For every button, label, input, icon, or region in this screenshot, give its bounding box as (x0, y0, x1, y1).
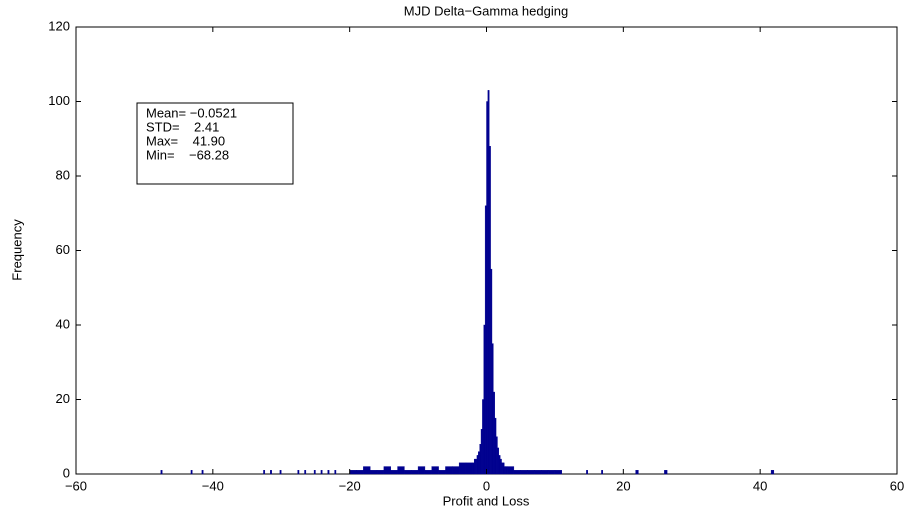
bar (664, 470, 668, 475)
x-tick-label: 40 (753, 478, 767, 493)
bar (541, 470, 549, 475)
bar (438, 470, 446, 475)
bar (472, 462, 475, 475)
bar (297, 470, 300, 475)
bar (263, 470, 266, 475)
bar (279, 470, 282, 475)
bar (513, 470, 521, 475)
x-axis-label: Profit and Loss (443, 493, 530, 508)
x-tick-label: −20 (339, 478, 361, 493)
y-tick-label: 0 (63, 465, 70, 480)
stats-line: STD= 2.41 (146, 119, 219, 134)
stats-line: Min= −68.28 (146, 147, 229, 162)
bar (452, 466, 460, 475)
bar (501, 462, 504, 475)
bar (201, 470, 204, 475)
y-axis-label: Frequency (9, 219, 24, 281)
bar (431, 466, 439, 475)
bar (635, 470, 639, 475)
bar (390, 470, 398, 475)
bar (465, 462, 474, 475)
bar (504, 466, 506, 475)
bar (327, 470, 330, 475)
bar (476, 455, 479, 475)
y-tick-label: 100 (48, 93, 70, 108)
bar (190, 470, 193, 475)
bar (473, 458, 476, 475)
bar (383, 466, 391, 475)
bar (363, 466, 371, 475)
bar (411, 470, 419, 475)
bar (601, 470, 604, 475)
bar (586, 470, 588, 475)
bar (498, 455, 501, 475)
stats-line: Max= 41.90 (146, 133, 225, 148)
x-tick-label: 60 (890, 478, 904, 493)
bar (497, 447, 500, 475)
bar (313, 470, 316, 475)
bar (527, 470, 535, 475)
bar (486, 101, 489, 475)
bar (417, 466, 426, 475)
bar (397, 466, 405, 475)
bar (495, 436, 498, 475)
bar (334, 470, 337, 475)
x-tick-label: −40 (202, 478, 224, 493)
bar (376, 470, 385, 475)
bar (270, 470, 272, 475)
bar (404, 470, 412, 475)
bar (534, 470, 542, 475)
x-tick-label: 20 (616, 478, 630, 493)
bar (506, 466, 515, 475)
bar (160, 470, 163, 475)
bar (490, 268, 493, 475)
bar (475, 458, 478, 475)
bar (349, 470, 357, 475)
bar (478, 451, 480, 475)
bar (483, 324, 486, 475)
bar (369, 470, 378, 475)
bar (547, 470, 556, 475)
bar (424, 470, 432, 475)
bar (505, 466, 508, 475)
bar (479, 444, 482, 475)
y-tick-label: 60 (56, 242, 70, 257)
bar (770, 470, 775, 475)
bar (520, 470, 528, 475)
x-tick-label: 0 (483, 478, 490, 493)
bar (458, 462, 467, 475)
bar (304, 470, 307, 475)
stats-box (136, 102, 294, 185)
bar (489, 145, 491, 475)
bar (484, 205, 487, 475)
bar (480, 429, 483, 475)
bar (487, 90, 490, 475)
bar (499, 458, 502, 475)
chart-title: MJD Delta−Gamma hedging (404, 3, 568, 18)
stats-line: Mean= −0.0521 (146, 105, 237, 120)
bar (494, 417, 497, 475)
bar (493, 391, 495, 475)
bar (491, 343, 494, 475)
bar (482, 399, 484, 475)
bar (320, 470, 323, 475)
y-tick-label: 40 (56, 316, 70, 331)
y-tick-label: 80 (56, 167, 70, 182)
bar (502, 462, 505, 475)
bar (445, 466, 453, 475)
y-tick-label: 20 (56, 391, 70, 406)
bar (554, 470, 562, 475)
x-tick-label: −60 (65, 478, 87, 493)
plot-area (160, 90, 775, 475)
bar (356, 470, 364, 475)
y-tick-label: 120 (48, 18, 70, 33)
